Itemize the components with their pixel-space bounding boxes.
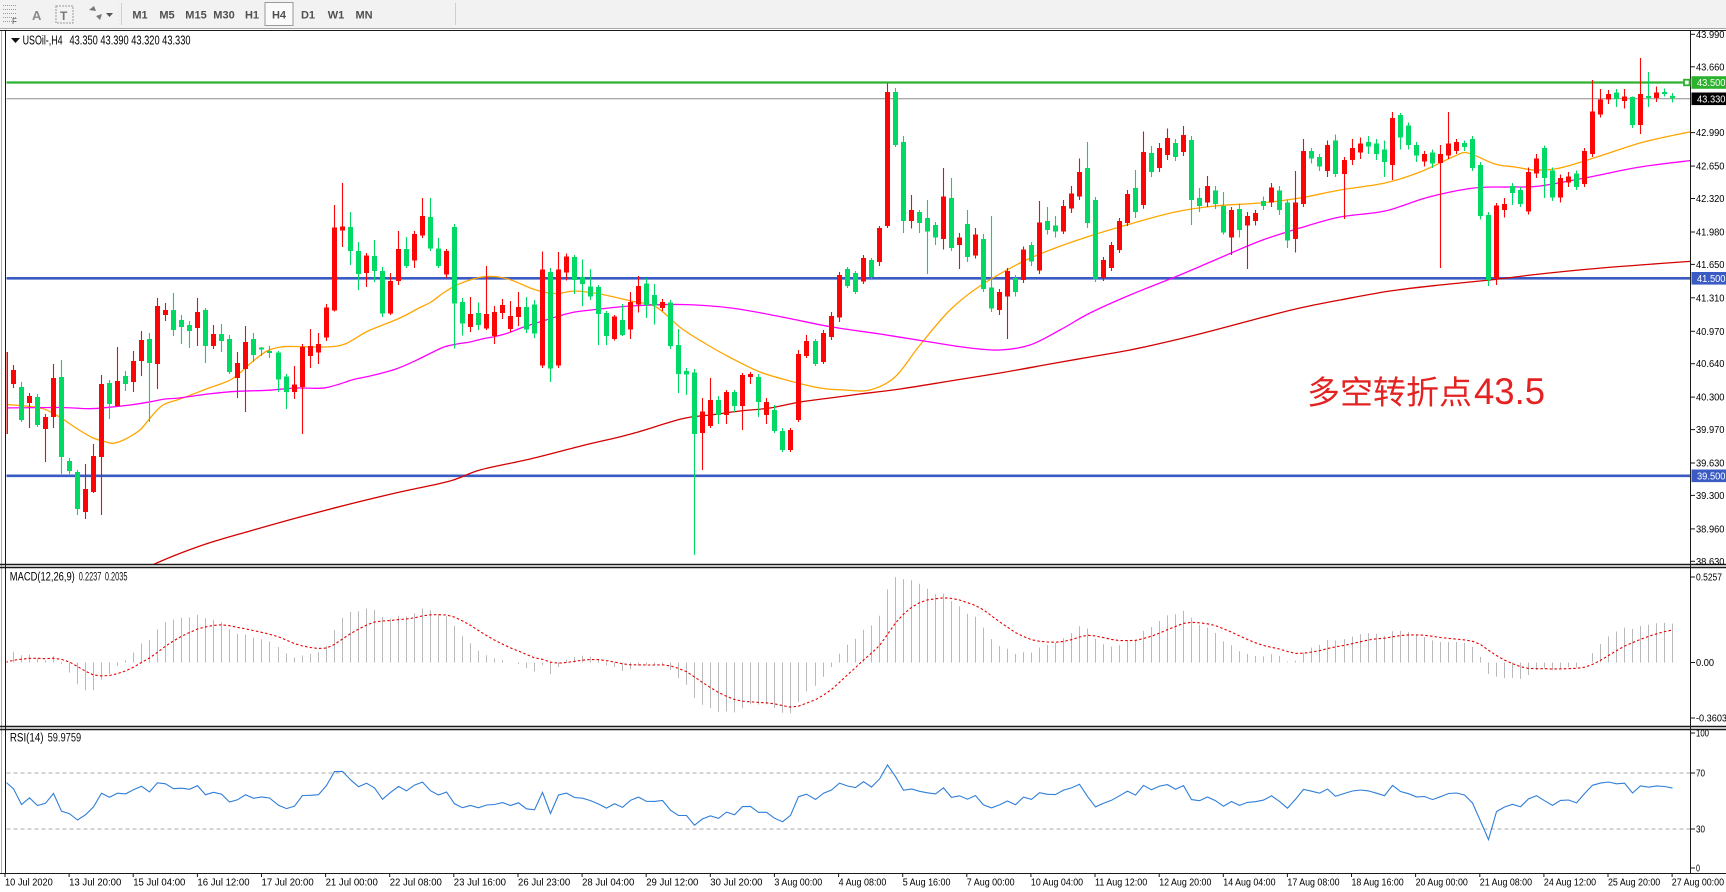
svg-text:H4: H4 (272, 10, 287, 22)
svg-text:-0.3603: -0.3603 (1696, 714, 1726, 725)
svg-text:43.5: 43.5 (1474, 371, 1545, 412)
svg-text:M15: M15 (185, 10, 206, 22)
svg-text:A: A (32, 8, 42, 23)
svg-text:29 Jul 12:00: 29 Jul 12:00 (646, 878, 699, 889)
svg-text:42.320: 42.320 (1696, 194, 1725, 205)
svg-text:42.990: 42.990 (1696, 128, 1725, 139)
svg-text:11 Aug 12:00: 11 Aug 12:00 (1095, 878, 1148, 889)
svg-text:39.630: 39.630 (1696, 459, 1725, 470)
svg-text:21 Aug 08:00: 21 Aug 08:00 (1480, 878, 1533, 889)
svg-text:H1: H1 (245, 10, 259, 22)
svg-text:M30: M30 (213, 10, 234, 22)
svg-text:18 Aug 16:00: 18 Aug 16:00 (1352, 878, 1405, 889)
svg-text:40.640: 40.640 (1696, 359, 1725, 370)
svg-text:20 Aug 00:00: 20 Aug 00:00 (1416, 878, 1469, 889)
svg-text:14 Aug 04:00: 14 Aug 04:00 (1223, 878, 1276, 889)
svg-text:41.980: 41.980 (1696, 228, 1725, 239)
svg-text:70: 70 (1696, 769, 1705, 780)
svg-text:30: 30 (1696, 825, 1705, 836)
svg-text:39.970: 39.970 (1696, 425, 1725, 436)
svg-text:43.350 43.390 43.320 43.330: 43.350 43.390 43.320 43.330 (70, 34, 191, 48)
svg-text:28 Jul 04:00: 28 Jul 04:00 (582, 878, 635, 889)
svg-text:0.00: 0.00 (1696, 658, 1714, 669)
svg-text:40.970: 40.970 (1696, 327, 1725, 338)
svg-text:38.630: 38.630 (1696, 557, 1725, 568)
svg-text:USOil-,H4: USOil-,H4 (23, 34, 63, 48)
svg-text:0.2237: 0.2237 (79, 572, 102, 584)
svg-text:16 Jul 12:00: 16 Jul 12:00 (197, 878, 250, 889)
svg-text:5 Aug 16:00: 5 Aug 16:00 (903, 878, 951, 889)
svg-text:10 Jul 2020: 10 Jul 2020 (5, 878, 53, 889)
svg-text:41.650: 41.650 (1696, 260, 1725, 271)
svg-text:40.300: 40.300 (1696, 393, 1725, 404)
svg-text:24 Aug 12:00: 24 Aug 12:00 (1544, 878, 1597, 889)
svg-text:100: 100 (1696, 729, 1709, 740)
svg-text:7 Aug 00:00: 7 Aug 00:00 (967, 878, 1015, 889)
svg-text:43.990: 43.990 (1696, 30, 1725, 41)
svg-text:4 Aug 08:00: 4 Aug 08:00 (839, 878, 887, 889)
svg-text:0.5257: 0.5257 (1696, 573, 1722, 584)
svg-text:43.330: 43.330 (1697, 94, 1726, 105)
svg-text:38.960: 38.960 (1696, 524, 1725, 535)
svg-text:39.500: 39.500 (1697, 471, 1726, 482)
svg-text:17 Aug 08:00: 17 Aug 08:00 (1287, 878, 1340, 889)
svg-text:30 Jul 20:00: 30 Jul 20:00 (710, 878, 763, 889)
svg-text:12 Aug 20:00: 12 Aug 20:00 (1159, 878, 1212, 889)
svg-text:41.500: 41.500 (1697, 274, 1726, 285)
svg-text:27 Aug 00:00: 27 Aug 00:00 (1672, 878, 1725, 889)
svg-text:43.660: 43.660 (1696, 62, 1725, 73)
svg-text:26 Jul 23:00: 26 Jul 23:00 (518, 878, 571, 889)
svg-text:RSI(14): RSI(14) (10, 733, 44, 745)
svg-text:M5: M5 (159, 10, 174, 22)
svg-text:59.9759: 59.9759 (48, 733, 82, 745)
svg-text:25 Aug 20:00: 25 Aug 20:00 (1608, 878, 1661, 889)
svg-text:M1: M1 (132, 10, 147, 22)
svg-text:22 Jul 08:00: 22 Jul 08:00 (390, 878, 443, 889)
svg-text:21 Jul 00:00: 21 Jul 00:00 (326, 878, 379, 889)
svg-text:D1: D1 (301, 10, 315, 22)
svg-text:17 Jul 20:00: 17 Jul 20:00 (262, 878, 315, 889)
svg-text:15 Jul 04:00: 15 Jul 04:00 (133, 878, 186, 889)
svg-text:41.310: 41.310 (1696, 293, 1725, 304)
svg-text:T: T (60, 9, 68, 23)
svg-text:0.2035: 0.2035 (105, 572, 128, 584)
svg-text:13 Jul 20:00: 13 Jul 20:00 (69, 878, 122, 889)
svg-text:0: 0 (1696, 864, 1700, 875)
svg-text:43.500: 43.500 (1697, 78, 1726, 89)
svg-text:MN: MN (355, 10, 372, 22)
svg-text:3 Aug 00:00: 3 Aug 00:00 (774, 878, 822, 889)
svg-text:42.650: 42.650 (1696, 162, 1725, 173)
svg-text:10 Aug 04:00: 10 Aug 04:00 (1031, 878, 1084, 889)
svg-text:23 Jul 16:00: 23 Jul 16:00 (454, 878, 507, 889)
svg-text:W1: W1 (328, 10, 345, 22)
svg-text:F: F (12, 17, 17, 26)
svg-text:39.300: 39.300 (1696, 491, 1725, 502)
svg-text:MACD(12,26,9): MACD(12,26,9) (10, 572, 75, 584)
